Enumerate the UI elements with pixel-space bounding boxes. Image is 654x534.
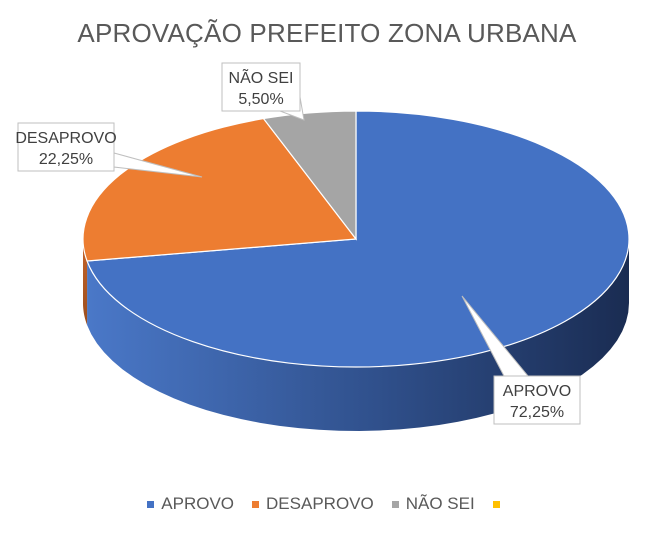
pie-side-desaprovo <box>83 239 88 326</box>
data-label-category-aprovo: APROVO <box>503 383 571 400</box>
callout-box-aprovo <box>493 375 581 425</box>
pie-slice-nao-sei <box>262 110 357 241</box>
legend-swatch-aprovo <box>147 500 155 508</box>
legend-item-aprovo: APROVO <box>147 494 234 514</box>
legend-item-blank <box>492 500 507 508</box>
pie-top-layer <box>82 110 630 368</box>
data-label-layer: APROVO 72,25% DESAPROVO 22,25% NÃO SEI 5,50% <box>15 62 581 425</box>
chart-title: APROVAÇÃO PREFEITO ZONA URBANA <box>77 18 577 48</box>
legend-label-aprovo: APROVO <box>161 494 235 513</box>
data-label-value-nao-sei: 5,50% <box>238 91 283 108</box>
data-label-category-desaprovo: DESAPROVO <box>15 130 116 147</box>
pie-slice-aprovo <box>86 110 630 368</box>
legend-item-desaprovo: DESAPROVO <box>252 494 374 514</box>
legend-swatch-nao-sei <box>391 500 399 508</box>
chart-legend: APROVO DESAPROVO NÃO SEI <box>0 494 654 514</box>
legend-label-nao-sei: NÃO SEI <box>405 494 475 513</box>
data-label-value-desaprovo: 22,25% <box>39 151 93 168</box>
callout-box-nao-sei <box>221 62 301 112</box>
legend-swatch-desaprovo <box>252 500 260 508</box>
legend-swatch-blank <box>492 500 500 508</box>
data-label-category-nao-sei: NÃO SEI <box>229 67 294 87</box>
pie-slice-desaprovo <box>82 117 358 262</box>
legend-item-nao-sei: NÃO SEI <box>391 494 475 514</box>
callout-box-desaprovo <box>17 122 115 172</box>
legend-label-desaprovo: DESAPROVO <box>266 494 374 513</box>
data-label-value-aprovo: 72,25% <box>510 404 564 421</box>
